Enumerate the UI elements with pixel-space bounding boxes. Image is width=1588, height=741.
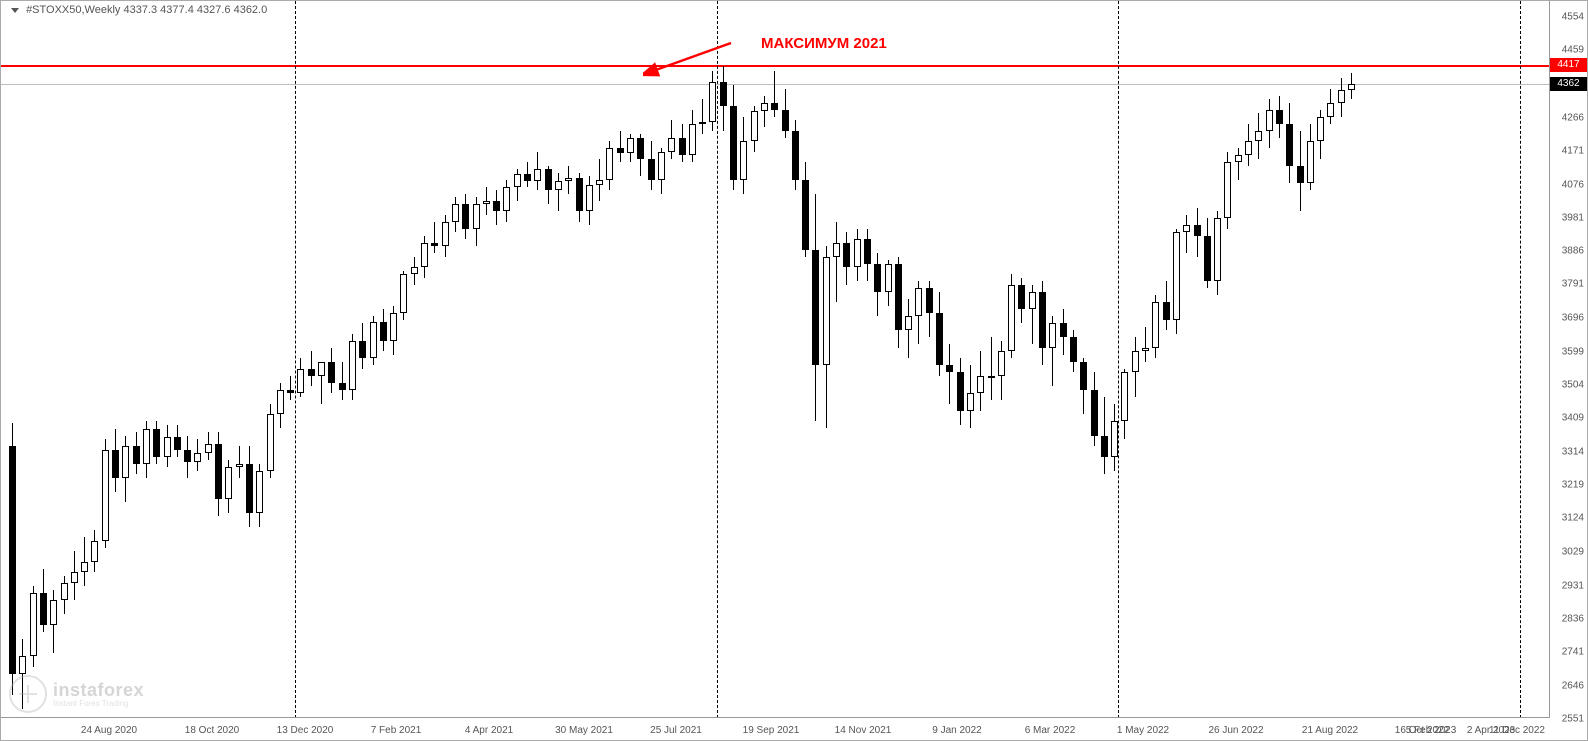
period-separator	[717, 1, 718, 718]
x-tick-label: 13 Dec 2020	[277, 725, 334, 736]
x-tick-label: 24 Aug 2020	[81, 725, 137, 736]
period-separator	[295, 1, 296, 718]
y-tick-label: 3409	[1562, 413, 1584, 424]
y-tick-label: 4076	[1562, 179, 1584, 190]
arrow-icon	[643, 33, 741, 81]
y-tick-label: 3029	[1562, 546, 1584, 557]
x-tick-label: 21 Aug 2022	[1302, 725, 1358, 736]
y-tick-label: 3696	[1562, 312, 1584, 323]
y-tick-label: 2646	[1562, 680, 1584, 691]
x-tick-label: 5 Feb 2023	[1406, 725, 1457, 736]
y-tick-label: 3599	[1562, 346, 1584, 357]
y-tick-label: 3504	[1562, 380, 1584, 391]
y-tick-label: 4266	[1562, 113, 1584, 124]
x-tick-label: 18 Oct 2020	[185, 725, 239, 736]
x-tick-label: 25 Jul 2021	[650, 725, 702, 736]
x-tick-label: 7 Feb 2021	[371, 725, 422, 736]
y-tick-label: 4171	[1562, 146, 1584, 157]
y-axis: 2551264627412836293130293124321933143409…	[1549, 1, 1587, 718]
period-separator	[1118, 1, 1119, 718]
price-tag-alert: 4417	[1550, 58, 1587, 72]
annotation-max-2021: МАКСИМУМ 2021	[761, 35, 887, 52]
y-tick-label: 2551	[1562, 714, 1584, 725]
instaforex-icon	[9, 675, 47, 713]
plot-area[interactable]	[1, 1, 1550, 718]
x-tick-label: 19 Sep 2021	[743, 725, 800, 736]
y-tick-label: 2741	[1562, 647, 1584, 658]
symbol-ohlc-text: #STOXX50,Weekly 4337.3 4377.4 4327.6 436…	[26, 4, 267, 16]
y-tick-label: 3219	[1562, 479, 1584, 490]
price-tag-last: 4362	[1550, 77, 1587, 91]
chevron-down-icon[interactable]	[11, 8, 19, 13]
x-tick-label: 26 Jun 2022	[1208, 725, 1263, 736]
x-tick-label: 30 May 2021	[555, 725, 613, 736]
candlestick-chart: 2551 2646 2741 2836 2931 3029 3124 3219 3314 3409…	[0, 0, 1588, 741]
x-tick-label: 9 Jan 2022	[932, 725, 982, 736]
x-tick-label: 1 May 2022	[1117, 725, 1169, 736]
x-tick-label: 2 Apr 2023	[1467, 725, 1515, 736]
y-tick-label: 2836	[1562, 614, 1584, 625]
x-tick-label: 14 Nov 2021	[835, 725, 892, 736]
y-tick-label: 4554	[1562, 12, 1584, 23]
watermark-brand: instaforex	[53, 681, 144, 699]
y-tick-label: 2931	[1562, 580, 1584, 591]
y-tick-label: 3791	[1562, 279, 1584, 290]
period-separator	[1520, 1, 1521, 718]
x-tick-label: 6 Mar 2022	[1025, 725, 1076, 736]
y-tick-label: 3886	[1562, 246, 1584, 257]
x-axis: 24 Aug 2020 18 Oct 2020 13 Dec 2020 7 Feb 2…	[1, 717, 1550, 740]
chart-header: #STOXX50,Weekly 4337.3 4377.4 4327.6 436…	[11, 4, 267, 16]
watermark-logo: instaforex Instant Forex Trading	[9, 672, 209, 716]
last-price-line	[1, 84, 1550, 85]
y-tick-label: 4459	[1562, 45, 1584, 56]
y-tick-label: 3981	[1562, 212, 1584, 223]
y-tick-label: 3124	[1562, 513, 1584, 524]
resistance-line	[1, 65, 1550, 67]
x-tick-label: 4 Apr 2021	[465, 725, 513, 736]
watermark-sub: Instant Forex Trading	[53, 699, 144, 708]
y-tick-label: 3314	[1562, 446, 1584, 457]
